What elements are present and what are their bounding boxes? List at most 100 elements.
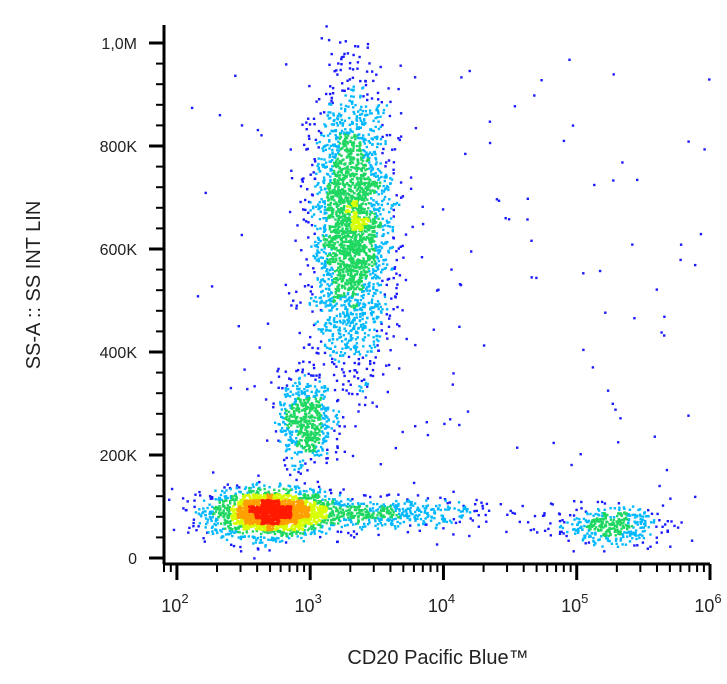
event-dot: [374, 172, 377, 175]
event-dot: [425, 507, 428, 510]
event-dot: [256, 492, 260, 495]
event-dot: [240, 536, 243, 539]
event-dot: [373, 260, 377, 263]
event-dot: [337, 185, 340, 188]
event-dot: [477, 525, 480, 528]
event-dot: [228, 507, 232, 511]
event-dot: [368, 161, 371, 164]
event-dot: [328, 147, 331, 150]
event-dot: [301, 459, 305, 462]
event-dot: [316, 250, 319, 254]
event-dot: [320, 248, 323, 252]
event-dot: [300, 527, 303, 530]
event-dot: [377, 248, 380, 252]
event-dot: [348, 131, 351, 134]
event-dot: [374, 273, 377, 276]
event-dot: [226, 504, 230, 507]
event-dot: [615, 537, 618, 540]
event-dot: [311, 496, 315, 499]
event-dot: [585, 511, 589, 515]
event-dot: [341, 181, 345, 184]
event-dot: [337, 180, 340, 183]
event-dot: [199, 494, 202, 497]
event-dot: [332, 409, 335, 412]
event-dot: [355, 532, 358, 536]
event-dot: [242, 493, 245, 496]
event-dot: [363, 336, 367, 339]
event-dot: [365, 274, 368, 278]
event-dot: [335, 351, 338, 354]
event-dot: [327, 236, 331, 239]
event-dot: [355, 506, 358, 509]
event-dot: [365, 225, 368, 229]
event-dot: [376, 523, 380, 526]
event-dot: [338, 250, 341, 253]
event-dot: [601, 522, 604, 525]
event-dot: [580, 507, 583, 510]
event-dot: [327, 117, 331, 120]
event-dot: [606, 389, 610, 392]
event-dot: [242, 498, 245, 501]
event-dot: [634, 529, 638, 532]
event-dot: [313, 431, 317, 434]
event-dot: [327, 271, 330, 274]
event-dot: [303, 433, 306, 436]
event-dot: [335, 500, 338, 503]
event-dot: [619, 522, 623, 525]
event-dot: [321, 328, 324, 331]
event-dot: [341, 274, 344, 278]
event-dot: [350, 273, 353, 276]
event-dot: [330, 518, 334, 522]
event-dot: [639, 533, 642, 536]
event-dot: [405, 510, 408, 513]
event-dot: [303, 496, 306, 500]
event-dot: [446, 502, 449, 505]
event-dot: [358, 302, 362, 305]
event-dot: [392, 215, 395, 218]
event-dot: [281, 533, 284, 536]
event-dot: [332, 161, 336, 165]
event-dot: [286, 427, 289, 430]
event-dot: [343, 320, 346, 323]
event-dot: [344, 104, 348, 108]
event-dot: [378, 245, 382, 248]
event-dot: [272, 537, 275, 540]
event-dot: [353, 248, 356, 252]
event-dot: [460, 76, 463, 79]
event-dot: [302, 494, 305, 497]
event-dot: [382, 262, 385, 266]
event-dot: [323, 385, 326, 388]
event-dot: [332, 295, 336, 299]
event-dot: [356, 61, 360, 64]
event-dot: [362, 118, 366, 121]
event-dot: [280, 533, 283, 537]
event-dot: [360, 156, 363, 159]
event-dot: [310, 424, 314, 427]
event-dot: [289, 420, 292, 423]
event-dot: [352, 144, 355, 148]
event-dot: [370, 197, 373, 200]
event-dot: [249, 491, 253, 494]
event-dot: [232, 544, 236, 548]
event-dot: [315, 431, 318, 435]
event-dot: [610, 527, 614, 530]
event-dot: [341, 219, 344, 223]
event-dot: [562, 139, 566, 143]
event-dot: [655, 536, 658, 539]
event-dot: [320, 37, 323, 40]
event-dot: [391, 228, 394, 232]
event-dot: [301, 435, 304, 438]
event-dot: [358, 198, 361, 201]
event-dot: [360, 386, 363, 389]
event-dot: [295, 290, 298, 293]
event-dot: [338, 200, 341, 203]
event-dot: [373, 328, 376, 331]
event-dot: [224, 520, 227, 523]
event-dot: [471, 519, 474, 522]
event-dot: [358, 216, 361, 219]
event-dot: [380, 329, 383, 332]
event-dot: [339, 189, 342, 193]
event-dot: [348, 245, 351, 248]
event-dot: [334, 290, 337, 294]
event-dot: [294, 524, 297, 527]
